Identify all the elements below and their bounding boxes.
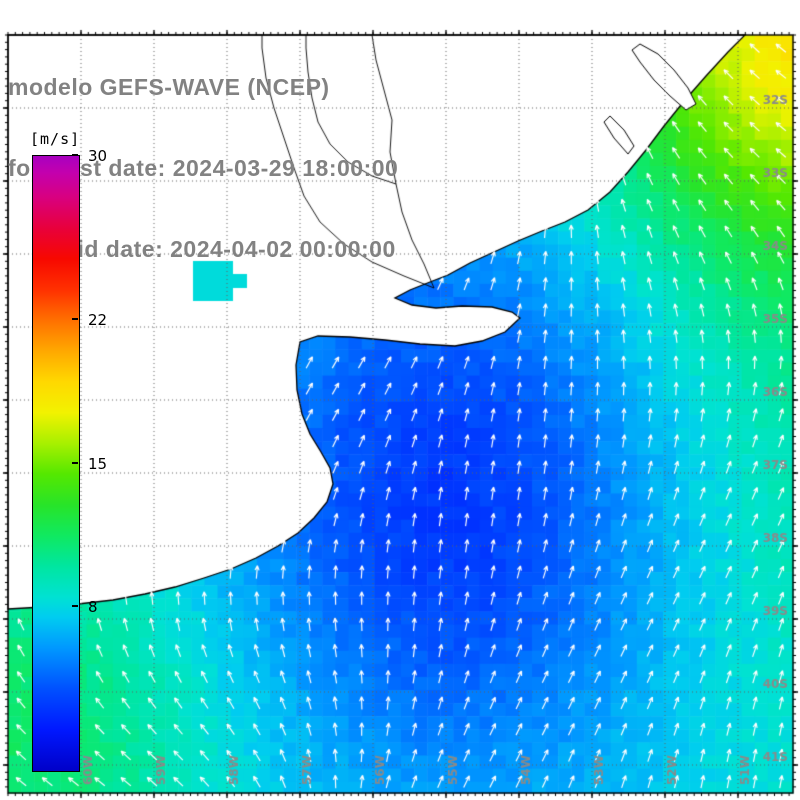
colorbar-tickmark	[72, 605, 78, 607]
colorbar-tick-label: 15	[88, 454, 108, 473]
model-title: modelo GEFS-WAVE (NCEP)	[8, 74, 330, 100]
colorbar-tickmark	[72, 318, 78, 320]
colorbar-tick-label: 8	[88, 598, 98, 616]
colorbar-tickmark	[72, 461, 78, 464]
colorbar: [m/s] 30 22 15 8	[30, 130, 150, 798]
colorbar-gradient	[32, 155, 80, 772]
colorbar-tickmark	[72, 154, 78, 156]
colorbar-tick-label: 22	[88, 311, 108, 329]
colorbar-tick-label: 30	[88, 147, 108, 165]
colorbar-unit-label: [m/s]	[30, 130, 81, 148]
